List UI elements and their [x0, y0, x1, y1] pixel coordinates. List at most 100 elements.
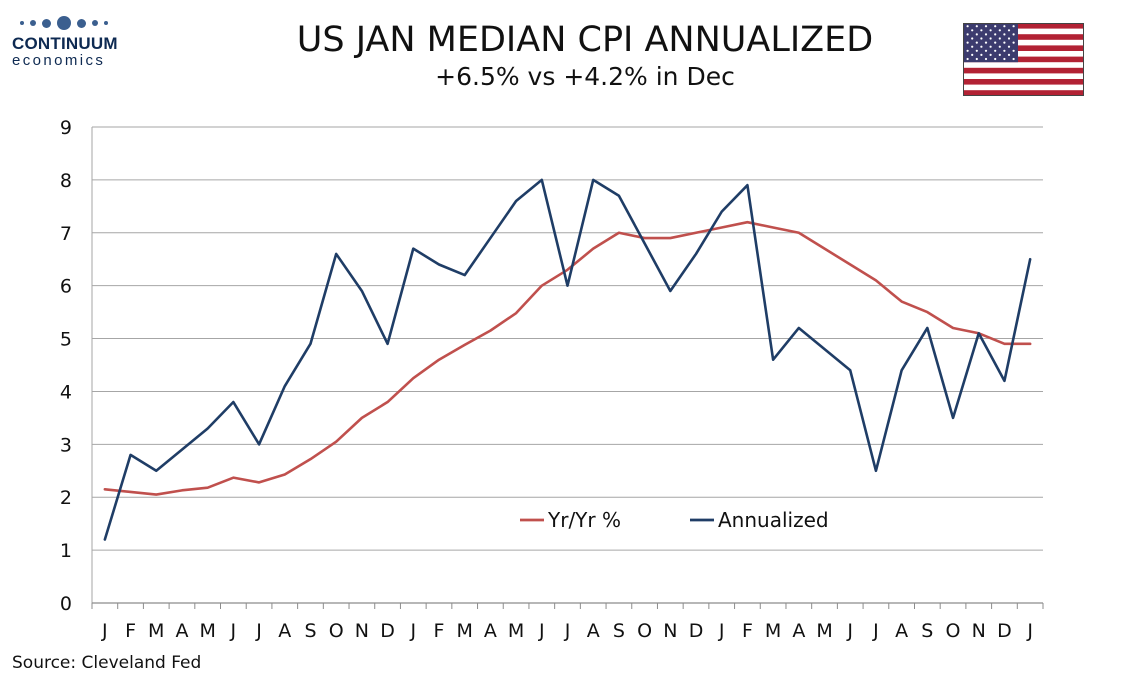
flag-star: [975, 49, 978, 52]
x-tick-label: F: [742, 620, 753, 642]
flag-star: [984, 33, 988, 36]
chart-title: US JAN MEDIAN CPI ANNUALIZED: [296, 20, 874, 60]
x-tick-label: O: [329, 620, 344, 642]
x-tick-label: O: [946, 620, 961, 642]
y-tick-label: 5: [60, 329, 72, 351]
flag-star: [980, 29, 983, 32]
flag-star: [971, 29, 974, 32]
x-tick-label: M: [148, 620, 164, 642]
y-tick-label: 2: [60, 487, 72, 509]
x-tick-label: J: [718, 620, 725, 642]
gridlines: [92, 126, 1043, 551]
series-line-yr-yr: [103, 220, 1032, 496]
y-tick-label: 0: [60, 593, 72, 615]
flag-star: [966, 25, 969, 28]
x-tick-label: F: [125, 620, 136, 642]
flag-star: [984, 49, 988, 52]
flag-star: [975, 57, 978, 61]
flag-star: [1003, 49, 1006, 52]
y-tick-label: 8: [60, 170, 72, 192]
x-tick-label: A: [587, 620, 600, 642]
x-axis: [91, 127, 1044, 609]
flag-star: [984, 25, 988, 28]
x-tick-label: A: [895, 620, 908, 642]
flag-star: [994, 57, 997, 61]
flag-star: [975, 25, 978, 28]
series-line-annualized: [103, 178, 1032, 541]
source-note: Source: Cleveland Fed: [12, 653, 202, 673]
flag-star: [971, 45, 974, 48]
chart-subtitle: +6.5% vs +4.2% in Dec: [435, 62, 735, 91]
flag-star: [1003, 33, 1006, 36]
x-tick-label: N: [972, 620, 986, 642]
x-tick-label: J: [564, 620, 571, 642]
flag-star: [984, 41, 988, 44]
x-tick-label: A: [278, 620, 291, 642]
x-tick-label: J: [538, 620, 545, 642]
flag-star: [971, 53, 974, 56]
x-tick-label: J: [846, 620, 853, 642]
flag-star: [994, 25, 997, 28]
flag-star: [1007, 29, 1011, 32]
x-tick-label: M: [456, 620, 472, 642]
x-tick-label: S: [613, 620, 625, 642]
x-tick-label: M: [765, 620, 781, 642]
flag-star: [971, 37, 974, 40]
y-tick-label: 7: [60, 223, 72, 245]
flag-star: [1003, 41, 1006, 44]
x-tick-label: M: [816, 620, 832, 642]
flag-star: [994, 33, 997, 36]
y-tick-label: 9: [60, 117, 72, 139]
flag-star: [994, 49, 997, 52]
x-tick-label: J: [1026, 620, 1033, 642]
x-tick-label: S: [304, 620, 316, 642]
flag-star: [1012, 57, 1015, 61]
flag-star: [989, 37, 992, 40]
flag-star: [980, 53, 983, 56]
flag-star: [1012, 25, 1015, 28]
x-tick-label: M: [199, 620, 215, 642]
logo-dots-icon: [12, 14, 142, 32]
flag-star: [989, 45, 992, 48]
flag-star: [1007, 45, 1011, 48]
flag-star: [975, 41, 978, 44]
flag-star: [966, 49, 969, 52]
logo-subtitle: economics: [12, 52, 106, 69]
flag-star: [989, 53, 992, 56]
legend-label: Annualized: [718, 508, 829, 532]
flag-star: [998, 29, 1001, 32]
flag-star: [1003, 57, 1006, 61]
flag-star: [998, 45, 1001, 48]
x-tick-label: F: [434, 620, 445, 642]
y-tick-label: 3: [60, 434, 72, 456]
legend-label: Yr/Yr %: [547, 508, 621, 532]
x-tick-label: J: [101, 620, 108, 642]
y-tick-label: 6: [60, 276, 72, 298]
x-tick-label: J: [409, 620, 416, 642]
flag-star: [989, 29, 992, 32]
flag-star: [1012, 49, 1015, 52]
flag-star: [1007, 53, 1011, 56]
x-tick-label: S: [921, 620, 933, 642]
x-tick-label: A: [175, 620, 188, 642]
us-flag-icon: [963, 23, 1084, 96]
flag-star: [998, 37, 1001, 40]
x-tick-label: J: [230, 620, 237, 642]
x-tick-label: D: [380, 620, 395, 642]
y-tick-label: 4: [60, 381, 72, 403]
flag-star: [998, 53, 1001, 56]
flag-star: [980, 45, 983, 48]
flag-star: [1003, 25, 1006, 28]
x-tick-label: O: [637, 620, 652, 642]
x-tick-label: A: [484, 620, 497, 642]
flag-star: [1012, 41, 1015, 44]
x-tick-label: D: [689, 620, 704, 642]
x-tick-label: A: [792, 620, 805, 642]
x-tick-label: J: [255, 620, 262, 642]
flag-star: [1007, 37, 1011, 40]
x-tick-label: N: [355, 620, 369, 642]
series-lines: [103, 178, 1032, 541]
y-axis-tick-labels: 0 1 2 3 4 5 6 7 8 9: [60, 117, 72, 615]
